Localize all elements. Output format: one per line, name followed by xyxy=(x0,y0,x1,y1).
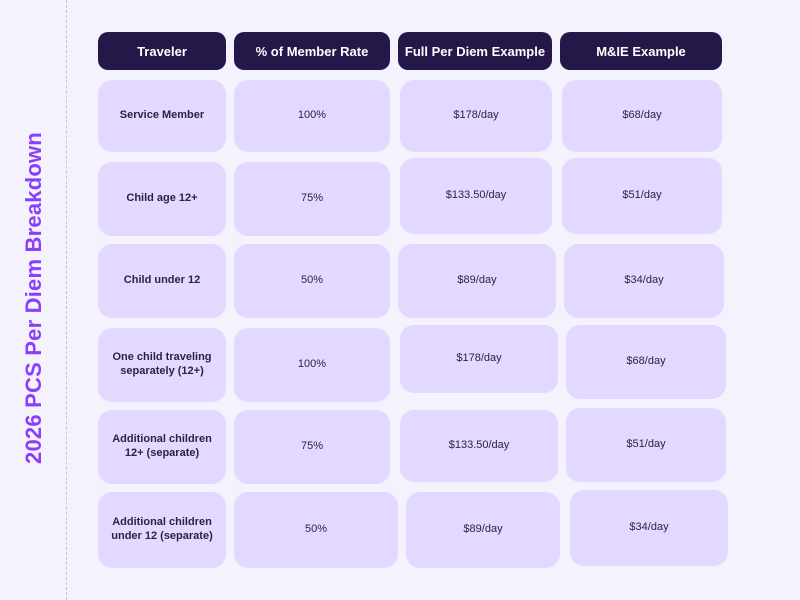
row-1-mie: $68/day xyxy=(562,80,722,152)
row-4-mie: $68/day xyxy=(566,325,726,399)
row-2-full: $133.50/day xyxy=(400,158,552,234)
row-2-traveler: Child age 12+ xyxy=(98,162,226,236)
header-member-rate: % of Member Rate xyxy=(234,32,390,70)
row-6-rate: 50% xyxy=(234,492,398,568)
header-traveler: Traveler xyxy=(98,32,226,70)
margin-divider xyxy=(66,0,67,600)
row-5-rate: 75% xyxy=(234,410,390,484)
row-2-rate: 75% xyxy=(234,162,390,236)
row-5-full: $133.50/day xyxy=(400,410,558,482)
row-6-traveler: Additional children under 12 (separate) xyxy=(98,492,226,568)
row-3-mie: $34/day xyxy=(564,244,724,318)
row-6-mie: $34/day xyxy=(570,490,728,566)
header-mie-example: M&IE Example xyxy=(560,32,722,70)
header-full-per-diem: Full Per Diem Example xyxy=(398,32,552,70)
row-5-traveler: Additional children 12+ (separate) xyxy=(98,410,226,484)
row-6-full: $89/day xyxy=(406,492,560,568)
row-4-traveler: One child traveling separately (12+) xyxy=(98,328,226,402)
row-1-traveler: Service Member xyxy=(98,80,226,152)
row-2-mie: $51/day xyxy=(562,158,722,234)
row-3-full: $89/day xyxy=(398,244,556,318)
row-4-rate: 100% xyxy=(234,328,390,402)
row-5-mie: $51/day xyxy=(566,408,726,482)
row-1-full: $178/day xyxy=(400,80,552,152)
row-3-traveler: Child under 12 xyxy=(98,244,226,318)
page-title: 2026 PCS Per Diem Breakdown xyxy=(21,132,46,464)
row-3-rate: 50% xyxy=(234,244,390,318)
row-1-rate: 100% xyxy=(234,80,390,152)
row-4-full: $178/day xyxy=(400,325,558,393)
